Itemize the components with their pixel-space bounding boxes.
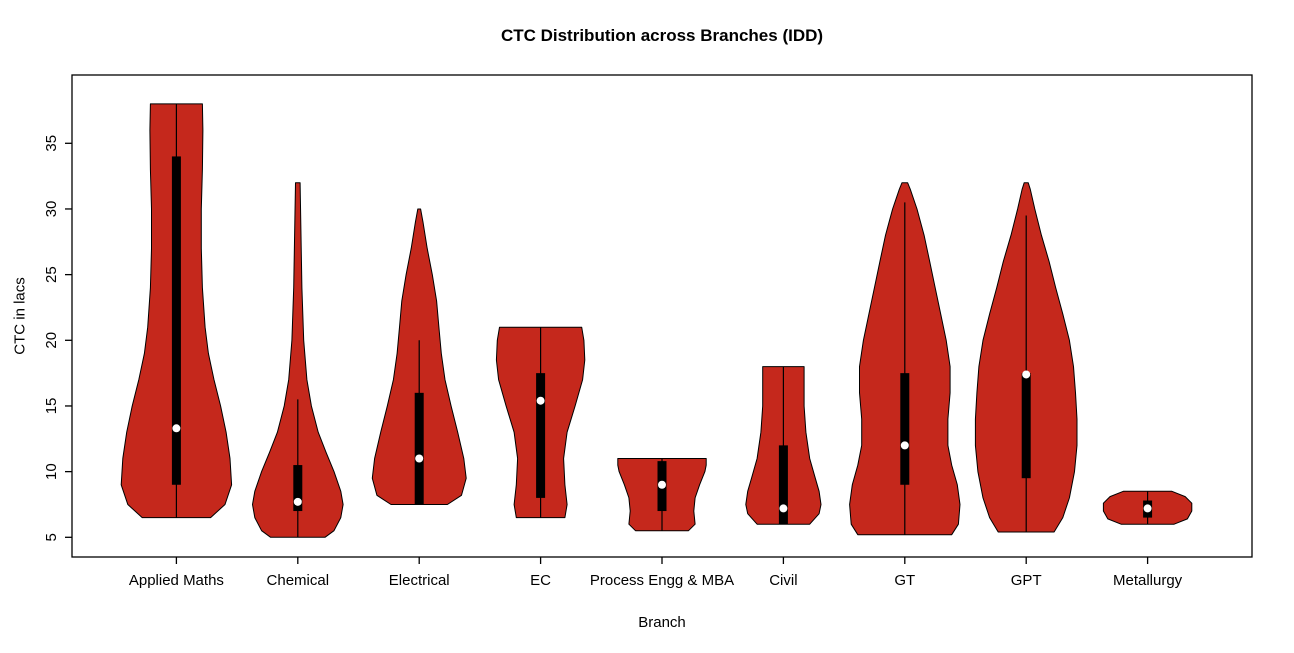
- x-tick-label: Metallurgy: [1113, 572, 1183, 589]
- iqr-box: [536, 373, 546, 498]
- y-tick-label: 20: [43, 332, 60, 349]
- violin-chemical: [252, 182, 344, 538]
- y-tick-label: 10: [43, 463, 60, 480]
- x-tick-label: Chemical: [267, 572, 330, 589]
- median-dot: [1143, 504, 1152, 513]
- chart-title: CTC Distribution across Branches (IDD): [500, 26, 824, 45]
- y-tick-label: 30: [43, 201, 60, 218]
- x-tick-label: Civil: [769, 572, 797, 589]
- median-dot: [1022, 370, 1031, 379]
- x-tick-label: EC: [530, 572, 551, 589]
- y-tick-label: 15: [43, 398, 60, 415]
- x-tick-label: GPT: [1011, 572, 1042, 589]
- median-dot: [415, 454, 424, 463]
- median-dot: [900, 441, 909, 450]
- y-tick-label: 5: [43, 533, 60, 541]
- median-dot: [172, 424, 181, 433]
- median-dot: [779, 504, 788, 513]
- iqr-box: [414, 392, 424, 505]
- iqr-box: [900, 373, 910, 485]
- median-dot: [536, 396, 545, 405]
- x-axis-label: Branch: [638, 614, 686, 631]
- iqr-box: [778, 445, 788, 525]
- y-tick-label: 35: [43, 135, 60, 152]
- median-dot: [658, 480, 666, 489]
- x-tick-label: Process Engg & MBA: [590, 572, 734, 589]
- x-tick-label: Electrical: [389, 572, 450, 589]
- iqr-box: [293, 465, 303, 512]
- iqr-box: [171, 156, 181, 485]
- y-tick-label: 25: [43, 266, 60, 283]
- x-tick-label: Applied Maths: [129, 572, 224, 589]
- median-dot: [293, 497, 302, 506]
- x-tick-label: GT: [894, 572, 915, 589]
- iqr-box: [1021, 373, 1031, 479]
